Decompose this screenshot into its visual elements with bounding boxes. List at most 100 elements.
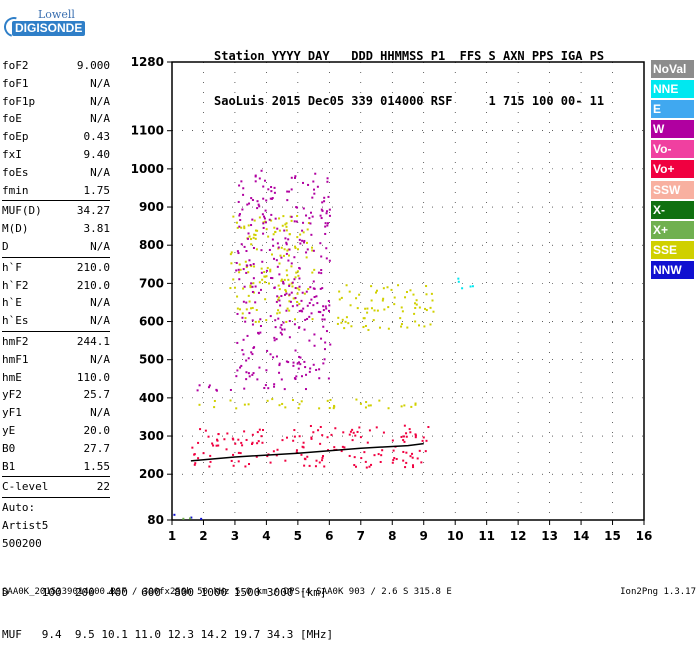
echo-point (348, 433, 351, 436)
echo-point (318, 377, 321, 380)
legend-item: Vo+ (651, 160, 694, 179)
echo-point (245, 266, 248, 269)
echo-point (241, 312, 244, 315)
echo-point (251, 319, 254, 322)
header-fields-row: Station YYYY DAY DDD HHMMSS P1 FFS S AXN… (214, 49, 605, 63)
echo-point (432, 310, 435, 313)
echo-point (304, 318, 307, 321)
echo-point (238, 263, 241, 266)
echo-point (252, 246, 255, 249)
echo-point (326, 180, 329, 183)
echo-point (225, 448, 228, 451)
echo-point (264, 221, 267, 224)
echo-point (300, 309, 303, 312)
echo-point (247, 403, 250, 406)
echo-point (328, 208, 331, 211)
echo-point (312, 363, 315, 366)
echo-point (215, 444, 218, 447)
echo-point (238, 308, 241, 311)
echo-point (216, 439, 219, 442)
digisonde-logo: Lowell DIGISONDE (0, 6, 86, 41)
echo-point (317, 429, 320, 432)
echo-point (334, 427, 337, 430)
echo-point (269, 461, 272, 464)
plot-frame (171, 61, 645, 521)
y-tick-label: 900 (139, 200, 164, 214)
echo-point (408, 428, 411, 431)
ionogram-chart: 1 2 3 4 5 6 7 8 9 10 11 12 13 14 15 1680200300400500600… (131, 55, 653, 543)
echo-point (209, 454, 212, 457)
echo-point (312, 304, 315, 307)
echo-point (373, 309, 376, 312)
echo-point (364, 324, 367, 327)
y-tick-label: 1100 (131, 124, 164, 138)
echo-point (297, 407, 300, 410)
echo-point (285, 290, 288, 293)
echo-point (319, 242, 322, 245)
echo-point (288, 233, 291, 236)
param-value: 9.40 (83, 147, 111, 161)
echo-point (315, 295, 318, 298)
echo-point (196, 389, 199, 392)
echo-point (281, 402, 284, 405)
echo-point (266, 399, 269, 402)
echo-point (363, 451, 366, 454)
param-label: B1 (2, 459, 16, 473)
echo-point (278, 371, 281, 374)
echo-point (295, 220, 298, 223)
param-row: foF2 9.000 (2, 57, 110, 75)
echo-point (275, 300, 278, 303)
echo-point (320, 208, 323, 211)
echo-point (268, 248, 271, 251)
echo-point (281, 333, 284, 336)
echo-point (275, 338, 278, 341)
echo-point (303, 292, 306, 295)
echo-point (397, 284, 400, 287)
echo-point (273, 191, 276, 194)
echo-point (278, 364, 281, 367)
param-value: N/A (90, 112, 110, 126)
x-tick-label: 10 (447, 529, 464, 543)
echo-point (414, 320, 417, 323)
echo-point (393, 296, 396, 299)
echo-point (263, 271, 266, 274)
echo-point (302, 207, 305, 210)
param-label: hmF1 (2, 352, 29, 366)
echo-point (251, 306, 254, 309)
echo-point (293, 429, 296, 432)
echo-point (378, 399, 381, 402)
echo-point (285, 436, 288, 439)
echo-point (322, 455, 325, 458)
echo-point (255, 308, 258, 311)
echo-point (280, 279, 283, 282)
echo-point (325, 247, 328, 250)
echo-point (237, 252, 240, 255)
echo-point (345, 316, 348, 319)
echo-point (329, 343, 332, 346)
echo-point (290, 262, 293, 265)
echo-point (323, 348, 326, 351)
param-label: foEs (2, 165, 29, 179)
echo-point (247, 224, 250, 227)
echo-point (242, 187, 245, 190)
echo-point (302, 231, 305, 234)
echo-point (242, 268, 245, 271)
echo-point (286, 190, 289, 193)
echo-point (415, 303, 418, 306)
echo-point (223, 438, 226, 441)
echo-point (263, 275, 266, 278)
y-tick-label: 800 (139, 238, 164, 252)
param-label: fmin (2, 183, 29, 197)
echo-point (254, 174, 257, 177)
echo-point (273, 385, 276, 388)
echo-point (402, 439, 405, 442)
echo-point (275, 355, 278, 358)
echo-point (273, 257, 276, 260)
echo-point (288, 309, 291, 312)
echo-point (288, 293, 291, 296)
echo-point (430, 292, 433, 295)
echo-point (242, 338, 245, 341)
echo-point (252, 236, 255, 239)
echo-point (258, 177, 261, 180)
echo-point (242, 287, 245, 290)
